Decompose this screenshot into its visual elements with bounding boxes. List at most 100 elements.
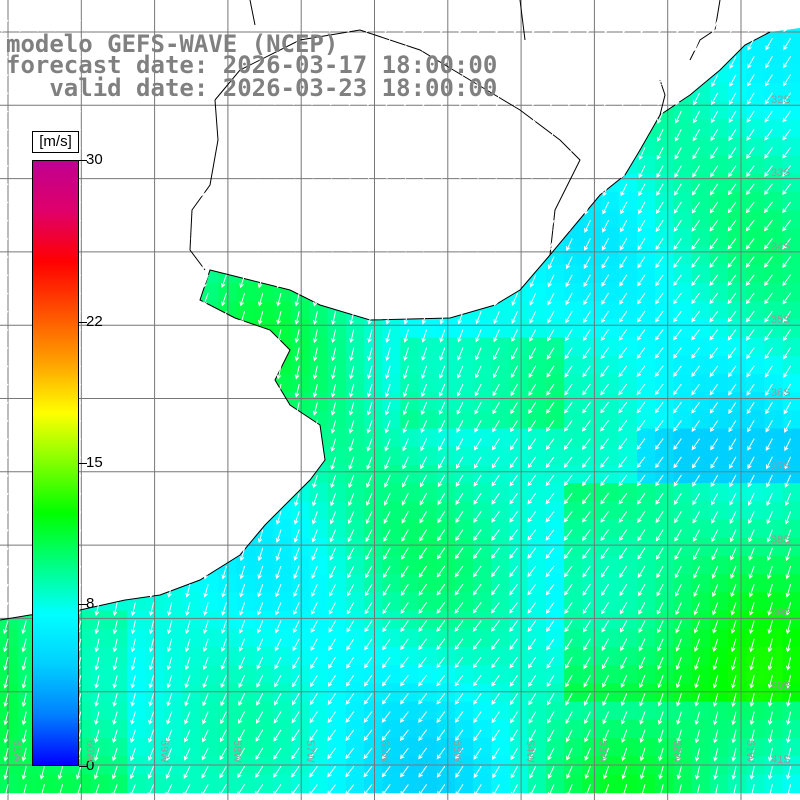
wind-arrow: [692, 147, 701, 160]
wind-arrow: [457, 311, 464, 325]
wind-arrow: [130, 602, 136, 617]
wind-speed-cell: [728, 719, 747, 739]
wind-arrow: [312, 365, 318, 380]
wind-speed-cell: [455, 610, 474, 630]
wind-speed-cell: [418, 610, 438, 630]
wind-arrow: [163, 19, 173, 32]
wind-speed-cell: [364, 465, 383, 484]
longitude-label: 59W: [157, 740, 170, 763]
wind-arrow: [672, 365, 682, 378]
wind-speed-cell: [600, 701, 620, 721]
wind-speed-cell: [382, 647, 401, 666]
wind-speed-cell: [746, 155, 765, 175]
wind-speed-cell: [527, 374, 547, 393]
wind-arrow: [746, 165, 755, 178]
wind-arrow: [436, 620, 446, 632]
wind-arrow: [183, 256, 191, 270]
wind-arrow: [549, 92, 555, 107]
wind-speed-cell: [455, 774, 474, 794]
wind-speed-cell: [546, 446, 565, 466]
wind-speed-cell: [691, 465, 711, 484]
wind-arrow: [276, 311, 282, 325]
wind-speed-cell: [655, 392, 674, 411]
wind-speed-cell: [564, 301, 583, 320]
wind-arrow: [785, 602, 792, 616]
wind-arrow: [764, 329, 773, 341]
wind-speed-cell: [473, 774, 492, 794]
wind-arrow: [2, 547, 9, 561]
wind-arrow: [675, 110, 682, 124]
wind-arrow: [654, 401, 664, 414]
wind-arrow: [18, 310, 27, 323]
wind-arrow: [17, 274, 27, 287]
wind-arrow: [745, 238, 755, 250]
wind-speed-cell: [764, 483, 784, 502]
wind-arrow: [474, 420, 482, 433]
wind-speed-cell: [782, 701, 800, 721]
wind-arrow: [676, 693, 682, 707]
wind-arrow: [456, 438, 464, 451]
wind-speed-cell: [782, 647, 800, 666]
wind-arrow: [782, 274, 792, 287]
wind-speed-cell: [691, 155, 711, 175]
wind-speed-cell: [709, 283, 729, 302]
wind-speed-cell: [91, 756, 110, 775]
wind-speed-cell: [782, 28, 800, 47]
wind-speed-cell: [618, 628, 638, 648]
wind-speed-cell: [382, 465, 401, 484]
wind-arrow: [548, 238, 555, 252]
wind-arrow: [439, 19, 446, 34]
wind-arrow: [454, 693, 464, 705]
wind-speed-cell: [582, 319, 602, 339]
wind-speed-cell: [746, 410, 765, 430]
wind-arrow: [693, 38, 701, 52]
wind-arrow: [530, 201, 537, 216]
wind-arrow: [656, 583, 664, 597]
wind-arrow: [148, 438, 155, 453]
wind-speed-cell: [400, 374, 420, 393]
wind-arrow: [94, 529, 100, 544]
wind-arrow: [491, 693, 500, 705]
wind-speed-cell: [527, 665, 547, 684]
wind-speed-cell: [746, 392, 765, 411]
wind-arrow: [146, 256, 155, 270]
wind-arrow: [0, 201, 9, 214]
wind-speed-cell: [655, 483, 674, 502]
wind-speed-cell: [200, 665, 219, 684]
wind-arrow: [126, 110, 136, 123]
wind-arrow: [202, 292, 209, 307]
wind-speed-cell: [491, 738, 511, 757]
wind-speed-cell: [491, 537, 511, 557]
wind-arrow: [510, 747, 519, 761]
wind-arrow: [385, 183, 391, 198]
wind-arrow: [381, 765, 391, 778]
wind-arrow: [91, 274, 100, 287]
wind-arrow: [547, 784, 555, 798]
wind-arrow: [2, 584, 9, 598]
wind-arrow: [203, 529, 209, 544]
wind-speed-cell: [764, 574, 784, 593]
wind-arrow: [419, 547, 428, 560]
wind-arrow: [348, 493, 355, 507]
wind-arrow: [747, 56, 755, 69]
wind-arrow: [294, 383, 300, 398]
wind-arrow: [147, 310, 155, 325]
wind-speed-cell: [473, 556, 492, 575]
wind-arrow: [400, 784, 409, 796]
wind-speed-cell: [782, 756, 800, 775]
wind-arrow: [276, 383, 282, 398]
wind-arrow: [93, 438, 100, 452]
wind-speed-cell: [655, 446, 674, 466]
wind-speed-cell: [655, 301, 674, 320]
wind-arrow: [565, 674, 573, 688]
wind-arrow: [93, 784, 100, 798]
wind-arrow: [765, 19, 773, 33]
wind-speed-cell: [564, 738, 583, 757]
wind-arrow: [563, 529, 573, 541]
wind-arrow: [256, 165, 264, 179]
wind-speed-cell: [127, 774, 147, 794]
wind-arrow: [529, 329, 537, 342]
wind-arrow: [621, 766, 628, 780]
wind-arrow: [331, 274, 337, 289]
wind-arrow: [275, 147, 282, 161]
